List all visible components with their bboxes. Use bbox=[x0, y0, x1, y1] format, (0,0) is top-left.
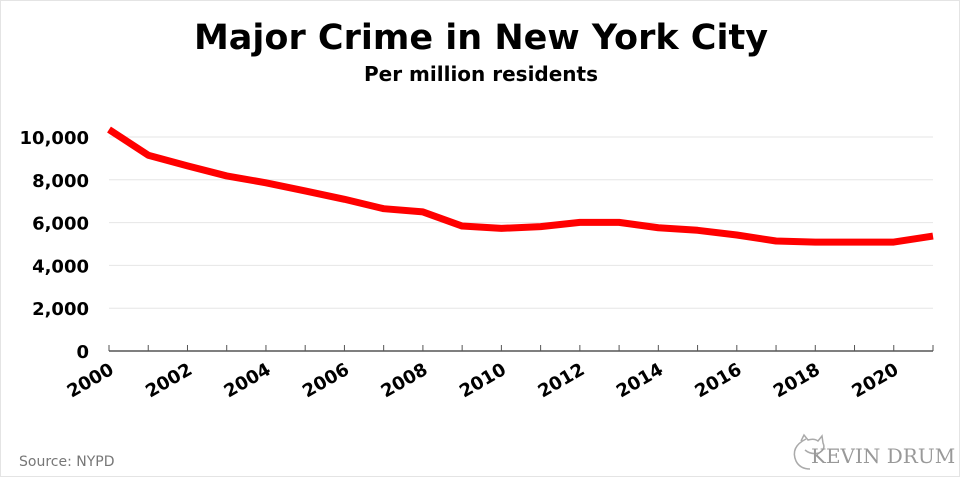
x-tick-label: 2012 bbox=[534, 359, 588, 402]
y-tick-label: 6,000 bbox=[32, 214, 89, 235]
y-tick-label: 8,000 bbox=[32, 171, 89, 192]
x-tick-label: 2016 bbox=[691, 359, 745, 402]
x-tick-label: 2010 bbox=[456, 359, 510, 402]
cat-logo-icon bbox=[793, 433, 825, 470]
x-tick-label: 2004 bbox=[221, 359, 275, 402]
x-tick-label: 2018 bbox=[770, 359, 824, 402]
source-note: Source: NYPD bbox=[19, 454, 115, 470]
x-tick-label: 2002 bbox=[142, 359, 196, 402]
chart-title: Major Crime in New York City bbox=[194, 18, 768, 58]
kevin-drum-logo: KEVIN DRUM bbox=[793, 433, 955, 470]
y-tick-label: 0 bbox=[76, 342, 89, 363]
series-line bbox=[107, 126, 934, 246]
x-tick-label: 2006 bbox=[299, 359, 353, 402]
x-tick-label: 2000 bbox=[64, 359, 118, 402]
x-tick-label: 2020 bbox=[848, 359, 902, 402]
y-tick-label: 10,000 bbox=[20, 128, 89, 149]
logo-text: KEVIN DRUM bbox=[811, 444, 955, 468]
x-tick-label: 2008 bbox=[378, 359, 432, 402]
x-tick-label: 2014 bbox=[613, 359, 667, 402]
chart-subtitle: Per million residents bbox=[364, 62, 598, 86]
y-tick-label: 4,000 bbox=[32, 256, 89, 277]
y-tick-label: 2,000 bbox=[32, 299, 89, 320]
